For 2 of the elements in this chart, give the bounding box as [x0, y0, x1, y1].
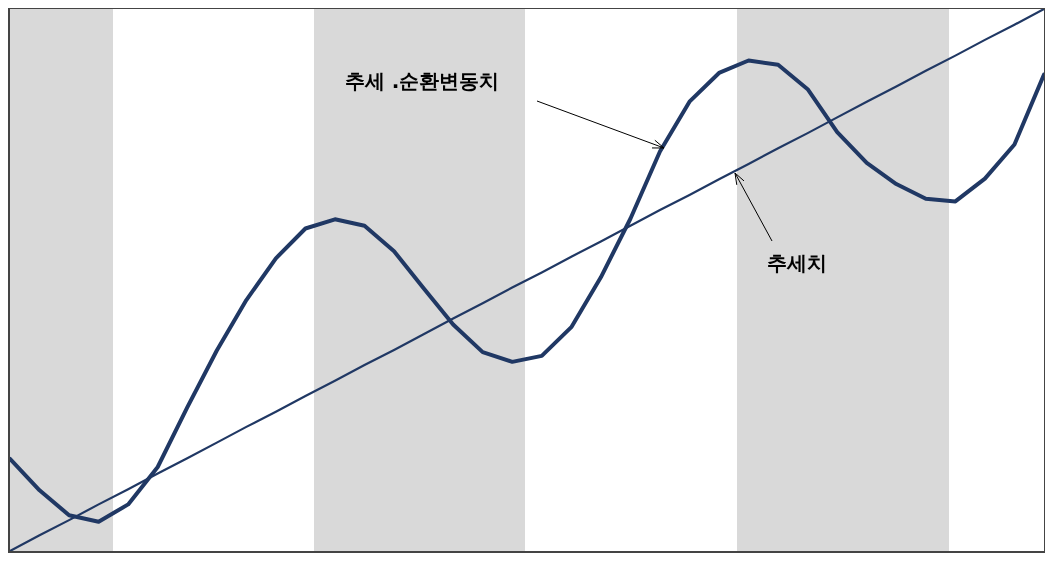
annotation: 추세치	[767, 249, 827, 277]
annotation: 추세 .순환변동치	[344, 67, 500, 95]
